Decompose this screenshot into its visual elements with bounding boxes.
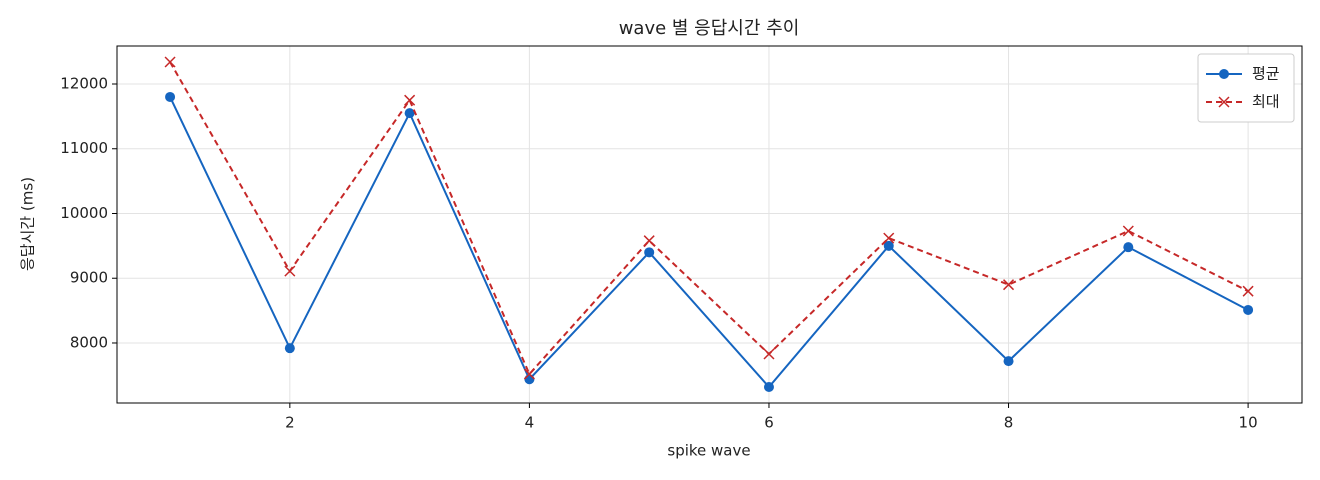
marker — [165, 91, 176, 102]
legend-marker — [1218, 96, 1230, 108]
marker — [1242, 285, 1254, 297]
y-axis-label: 응답시간 (ms) — [19, 177, 37, 271]
marker — [1003, 356, 1014, 367]
x-tick-label: 2 — [285, 414, 295, 432]
x-tick-label: 8 — [1004, 414, 1014, 432]
x-tick-label: 6 — [764, 414, 774, 432]
legend-marker — [1219, 69, 1229, 79]
y-tick-label: 9000 — [70, 269, 108, 287]
marker — [763, 348, 775, 360]
plot-frame — [116, 45, 1303, 404]
marker — [644, 247, 655, 258]
chart-title: wave 별 응답시간 추이 — [619, 18, 800, 39]
marker — [883, 240, 894, 251]
marker — [1002, 279, 1015, 291]
legend-label: 최대 — [1252, 93, 1280, 111]
x-tick-label: 10 — [1239, 414, 1258, 432]
marker — [404, 108, 415, 119]
marker — [643, 235, 655, 247]
legend-label: 평균 — [1252, 65, 1280, 83]
series-line — [169, 61, 1249, 376]
marker — [164, 56, 176, 68]
marker — [284, 343, 295, 354]
series-line — [169, 96, 1249, 389]
marker — [1123, 242, 1134, 253]
marker — [523, 368, 535, 380]
x-axis-label: spike wave — [667, 442, 750, 460]
y-tick-label: 8000 — [70, 333, 108, 351]
y-tick-label: 11000 — [60, 139, 108, 157]
marker — [1243, 304, 1254, 315]
marker — [524, 374, 535, 385]
marker — [284, 265, 296, 277]
marker — [883, 232, 895, 244]
y-tick-label: 10000 — [60, 204, 108, 222]
marker — [1122, 225, 1134, 237]
marker — [404, 94, 416, 106]
x-tick-label: 4 — [525, 414, 535, 432]
y-tick-label: 12000 — [60, 75, 108, 93]
marker — [763, 382, 774, 393]
